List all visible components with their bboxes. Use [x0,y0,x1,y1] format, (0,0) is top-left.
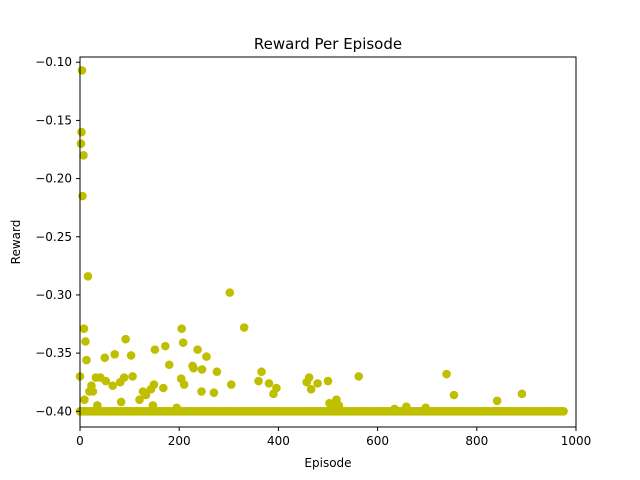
x-tick-label: 800 [465,434,488,448]
data-point [79,324,89,333]
x-axis: 0 200 400 600 800 1000 [76,427,591,448]
y-tick-label: −0.20 [35,172,72,186]
y-tick-label: −0.30 [35,288,72,302]
points-layer [75,66,568,416]
data-point [161,341,170,351]
y-tick-label: −0.35 [35,346,72,360]
data-point [93,401,102,410]
data-point [77,127,86,137]
data-point [164,360,174,370]
data-point [313,379,322,388]
y-tick-label: −0.10 [35,55,72,69]
data-point [88,387,98,396]
data-point [80,395,89,404]
chart-title: Reward Per Episode [254,35,402,53]
data-point [126,351,136,360]
data-point [421,403,431,413]
data-point [354,372,364,381]
data-point [225,288,235,297]
y-tick-label: −0.40 [35,404,72,418]
data-point [135,395,144,404]
data-point [226,380,236,389]
y-tick-label: −0.15 [35,113,72,127]
data-point [306,384,316,394]
data-point [402,402,411,411]
data-point [390,404,399,414]
data-point [78,191,87,201]
data-point [323,376,333,386]
y-axis: −0.40 −0.35 −0.30 −0.25 −0.20 −0.15 −0.10 [35,55,80,418]
data-point [79,151,88,160]
data-point [239,323,249,332]
x-tick-label: 0 [76,434,84,448]
data-point [119,373,129,382]
data-point [141,390,151,400]
x-axis-title: Episode [304,456,351,470]
data-point [172,403,182,413]
data-point [449,390,459,400]
x-tick-label: 400 [267,434,290,448]
data-point [178,338,188,347]
data-point [442,369,451,379]
data-point [110,349,120,359]
data-point [272,383,281,393]
x-tick-label: 200 [168,434,191,448]
data-point [189,363,198,373]
data-point [209,388,219,397]
data-point [334,401,344,410]
data-point [148,401,158,410]
data-point [128,372,137,381]
data-point [179,380,189,389]
data-point [254,376,263,386]
y-axis-title: Reward [9,220,23,265]
data-point [197,365,207,374]
data-point [150,345,160,354]
data-point [517,389,527,399]
data-point [77,66,87,75]
plot-frame [79,56,577,428]
data-point [121,334,130,344]
data-point [193,345,202,354]
data-point [82,355,91,365]
data-point [264,379,274,388]
data-point [159,383,168,393]
data-point [212,367,222,377]
data-point [257,367,266,377]
y-tick-label: −0.25 [35,230,72,244]
data-point [108,381,118,390]
data-point [202,352,211,361]
data-point [83,272,93,281]
data-point [76,139,86,148]
data-point [492,396,502,406]
data-point [100,353,110,363]
x-tick-label: 1000 [561,434,592,448]
data-point [559,406,568,416]
data-point [116,397,126,407]
data-point [149,380,159,389]
data-point [304,373,314,382]
data-point [81,337,90,346]
data-point [101,376,111,386]
x-tick-label: 600 [366,434,389,448]
data-point [197,387,206,396]
data-point [177,324,186,333]
